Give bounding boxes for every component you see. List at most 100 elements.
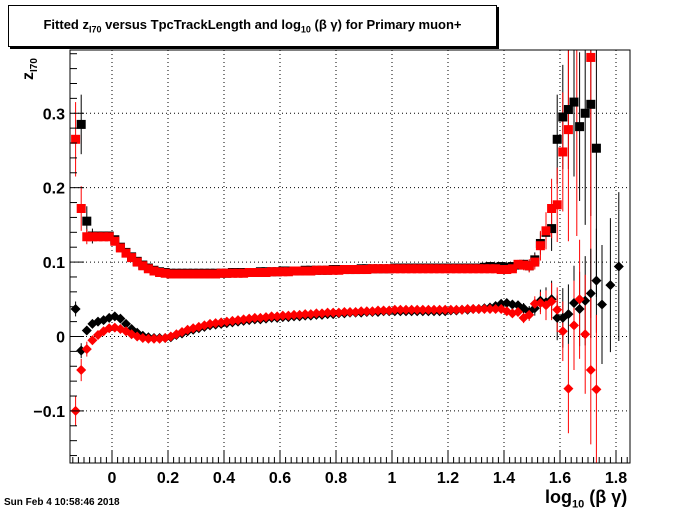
square-marker [440, 264, 450, 274]
square-marker [362, 265, 372, 275]
diamond-marker [406, 304, 417, 315]
square-marker [183, 269, 193, 279]
title-part: (β γ) for Primary muon+ [310, 17, 462, 33]
x-tick-label: 1.2 [437, 470, 459, 487]
square-marker [547, 204, 557, 214]
diamond-marker [322, 307, 333, 318]
square-marker [211, 269, 221, 279]
diamond-marker [451, 304, 462, 315]
title-subscript: I70 [88, 24, 102, 35]
square-marker [468, 264, 478, 274]
square-marker [283, 267, 293, 277]
diamond-marker [580, 329, 591, 340]
square-marker [239, 268, 249, 278]
diamond-marker [395, 304, 406, 315]
square-marker [563, 125, 573, 135]
diamond-marker [373, 305, 383, 316]
square-marker [407, 264, 417, 274]
x-label-sub: 10 [572, 498, 585, 511]
diamond-marker [81, 325, 92, 336]
square-marker [513, 259, 523, 269]
square-marker [586, 99, 596, 109]
square-marker [356, 265, 366, 275]
diamond-marker [479, 303, 490, 314]
square-marker [323, 265, 333, 275]
x-tick-label: 0.6 [269, 470, 291, 487]
square-marker [76, 119, 86, 129]
square-marker [127, 253, 137, 263]
diamond-marker [585, 364, 596, 375]
x-axis-label: log10 (β γ) [545, 487, 627, 511]
square-marker [71, 134, 81, 144]
square-marker [306, 266, 316, 276]
square-marker [205, 269, 215, 279]
square-marker [379, 264, 389, 274]
x-tick-label: 0.8 [325, 470, 347, 487]
x-label-main: log [545, 487, 572, 507]
square-marker [199, 269, 209, 279]
diamond-marker [563, 309, 574, 320]
diamond-marker [423, 304, 434, 315]
square-marker [457, 264, 467, 274]
square-marker [496, 265, 506, 275]
square-marker [250, 267, 260, 277]
square-marker [474, 264, 484, 274]
square-marker [418, 264, 428, 274]
diamond-marker [87, 335, 98, 346]
square-marker [317, 265, 327, 275]
square-marker [390, 264, 400, 274]
y-tick-label: 0.2 [43, 181, 65, 198]
diamond-marker [445, 304, 456, 315]
diamond-marker [412, 304, 423, 315]
square-marker [395, 264, 405, 274]
square-marker [155, 267, 165, 277]
diamond-marker [591, 384, 602, 395]
diamond-marker [524, 309, 535, 320]
square-marker [541, 226, 551, 236]
y-tick-label: 0.3 [43, 106, 65, 123]
square-marker [171, 269, 181, 279]
diamond-marker [389, 304, 400, 315]
diamond-marker [585, 288, 596, 299]
diamond-marker [513, 306, 523, 317]
title-box: Fitted zI70 versus TpcTrackLength and lo… [8, 5, 497, 47]
diamond-marker [115, 313, 126, 324]
square-marker [535, 241, 545, 251]
square-marker [272, 267, 282, 277]
square-marker [311, 265, 321, 275]
y-tick-label: −0.1 [33, 404, 65, 421]
square-marker [401, 264, 411, 274]
square-marker [569, 97, 579, 107]
diamond-marker [468, 303, 479, 314]
diamond-marker [289, 309, 299, 320]
square-marker [373, 264, 383, 274]
square-marker [87, 232, 97, 242]
diamond-marker [574, 303, 585, 314]
tick-labels: 0 0.2 0.4 0.6 0.8 1 1.2 1.4 1.6 1.8 −0.1 0 0.1 0.2 0.3 [33, 106, 627, 487]
square-marker [580, 108, 590, 118]
diamond-marker [311, 308, 322, 319]
grid [70, 50, 630, 463]
diamond-marker [149, 333, 159, 344]
square-marker [244, 267, 254, 277]
diamond-marker [300, 309, 311, 320]
diamond-marker [569, 320, 579, 331]
square-marker [502, 265, 512, 275]
diamond-marker [434, 304, 445, 315]
square-marker [339, 265, 349, 275]
square-marker [345, 265, 355, 275]
diamond-marker [597, 299, 607, 310]
square-marker [222, 268, 232, 278]
square-marker [121, 248, 131, 258]
square-marker [132, 257, 142, 267]
diamond-marker [70, 303, 81, 314]
square-marker [76, 204, 86, 214]
square-marker [267, 267, 277, 277]
diamond-marker [429, 304, 439, 315]
square-marker [194, 269, 204, 279]
square-marker [160, 268, 170, 278]
square-marker [149, 266, 159, 276]
square-marker [166, 269, 176, 279]
square-marker [558, 147, 568, 157]
square-marker [334, 265, 344, 275]
